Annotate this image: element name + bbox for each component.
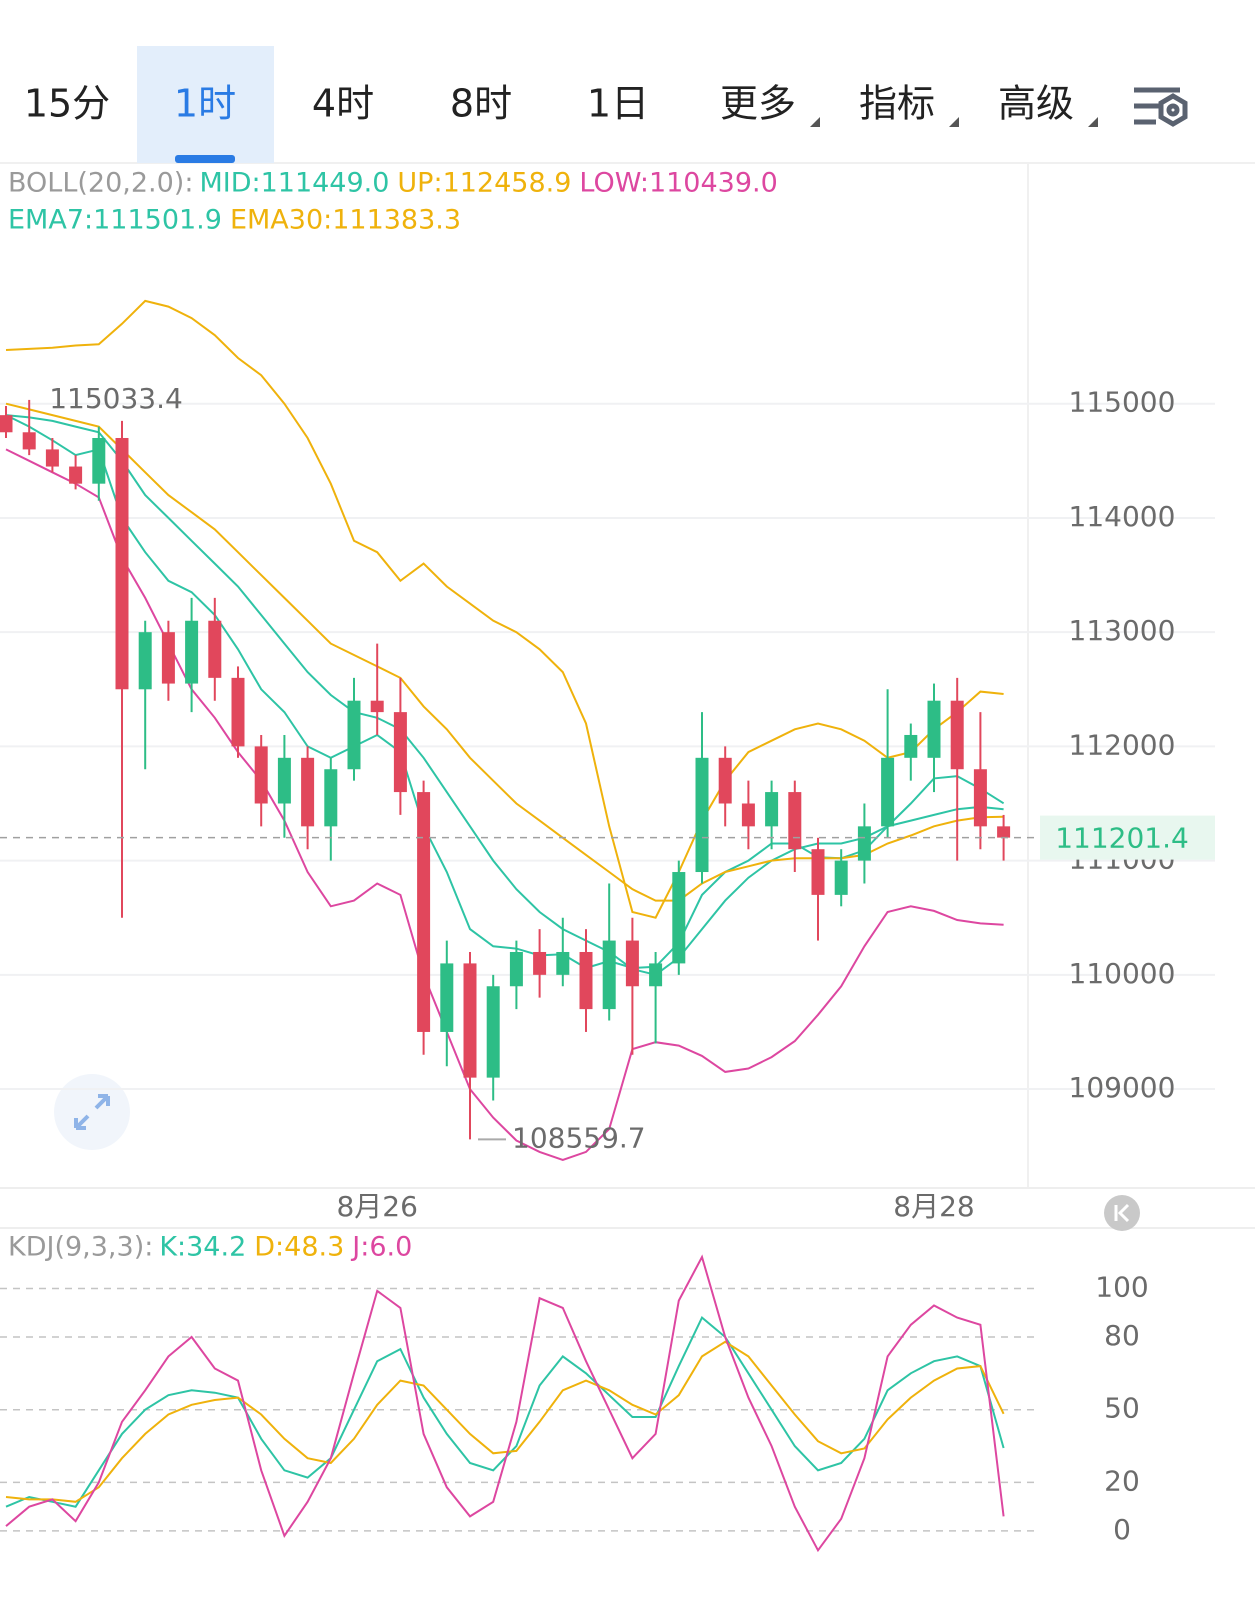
active-tab-indicator	[175, 155, 235, 163]
y-tick-label: 100	[1095, 1270, 1148, 1303]
candle-body	[950, 700, 964, 770]
candle-body	[765, 792, 779, 827]
candle-body	[973, 769, 987, 827]
candle-body	[788, 792, 802, 850]
legend-item: EMA7:111501.9	[8, 205, 222, 236]
candle-body	[672, 872, 686, 964]
settings-icon[interactable]	[1134, 87, 1188, 127]
candle-body	[347, 700, 361, 770]
candle-body	[927, 700, 941, 758]
candle-body	[69, 466, 83, 484]
min-price-label: 108559.7	[512, 1121, 646, 1154]
y-tick-label: 110000	[1069, 957, 1176, 990]
candle-body	[649, 963, 663, 987]
y-tick-label: 115000	[1069, 386, 1176, 419]
indicator-line	[5, 402, 1004, 902]
candle-body	[579, 951, 593, 1010]
last-price-label: 111201.4	[1055, 822, 1189, 855]
y-tick-label: 80	[1104, 1319, 1140, 1352]
tab[interactable]: 1时	[174, 82, 236, 126]
y-tick-label: 112000	[1069, 728, 1176, 761]
candle-body	[277, 757, 291, 804]
legend-item: D:48.3	[254, 1232, 344, 1263]
candle-body	[463, 963, 477, 1078]
tab[interactable]: 更多	[720, 82, 796, 126]
legend-title: KDJ(9,3,3):	[8, 1232, 153, 1263]
candle-body	[45, 449, 59, 467]
candle-body	[92, 437, 106, 484]
last-price-box	[1040, 815, 1215, 860]
dropdown-arrow	[949, 117, 959, 127]
kdj-line	[5, 1254, 1005, 1553]
candle-body	[857, 826, 871, 861]
tab[interactable]: 指标	[859, 82, 935, 126]
candle-body	[486, 986, 500, 1078]
candle-body	[881, 757, 895, 827]
y-tick-label: 114000	[1069, 500, 1176, 533]
candle-body	[741, 803, 755, 827]
candle-body	[811, 849, 825, 895]
candle-body	[231, 677, 245, 747]
candle-body	[161, 632, 175, 684]
candle-body	[602, 940, 616, 1010]
candle-body	[695, 757, 709, 873]
candle-body	[138, 632, 152, 690]
candle-body	[370, 700, 384, 713]
candle-body	[997, 826, 1011, 838]
tab[interactable]: 1日	[587, 82, 649, 126]
dropdown-arrow	[810, 117, 820, 127]
legend-item: K:34.2	[159, 1232, 246, 1263]
legend-item: J:6.0	[350, 1232, 412, 1263]
kdj-line	[5, 1316, 1005, 1508]
candle-body	[904, 734, 918, 758]
y-tick-label: 113000	[1069, 614, 1176, 647]
legend-item: MID:111449.0	[199, 168, 389, 199]
candle-body	[208, 620, 222, 678]
candle-body	[115, 437, 129, 690]
candle-body	[718, 757, 732, 804]
candle-body	[324, 769, 338, 827]
candle-body	[301, 757, 315, 827]
indicator-line	[5, 414, 1004, 976]
dropdown-arrow	[1088, 117, 1098, 127]
legend-title: BOLL(20,2.0):	[8, 168, 193, 199]
tab[interactable]: 8时	[450, 82, 512, 126]
y-tick-label: 50	[1104, 1392, 1140, 1425]
indicator-line	[5, 299, 1004, 919]
candle-body	[185, 620, 199, 684]
y-tick-label: 0	[1113, 1513, 1131, 1546]
candle-body	[625, 940, 639, 987]
candle-body	[834, 860, 848, 895]
plot-area	[0, 299, 1011, 1161]
legend-item: EMA30:111383.3	[230, 205, 461, 236]
kdj-line	[5, 1340, 1005, 1503]
y-tick-label: 20	[1104, 1464, 1140, 1497]
candle-body	[393, 712, 407, 793]
legend-item: LOW:110439.0	[579, 168, 777, 199]
candle-body	[509, 951, 523, 987]
candle-body	[417, 792, 431, 1032]
scroll-latest-button[interactable]	[1104, 1195, 1140, 1231]
tab[interactable]: 高级	[998, 82, 1074, 126]
y-tick-label: 109000	[1069, 1071, 1176, 1104]
x-tick-label: 8月28	[893, 1190, 974, 1223]
candle-body	[254, 746, 268, 804]
candle-body	[0, 415, 13, 433]
active-tab-bg	[137, 46, 274, 163]
kdj-plot-area	[5, 1254, 1005, 1553]
candle-body	[22, 432, 36, 450]
expand-button[interactable]	[54, 1074, 130, 1150]
max-price-label: 115033.4	[49, 382, 183, 415]
candle-body	[556, 951, 570, 975]
tab[interactable]: 15分	[24, 82, 110, 126]
legend-item: UP:112458.9	[397, 168, 571, 199]
x-tick-label: 8月26	[336, 1190, 417, 1223]
tab[interactable]: 4时	[312, 82, 374, 126]
candle-body	[440, 963, 454, 1032]
candle-body	[533, 951, 547, 975]
